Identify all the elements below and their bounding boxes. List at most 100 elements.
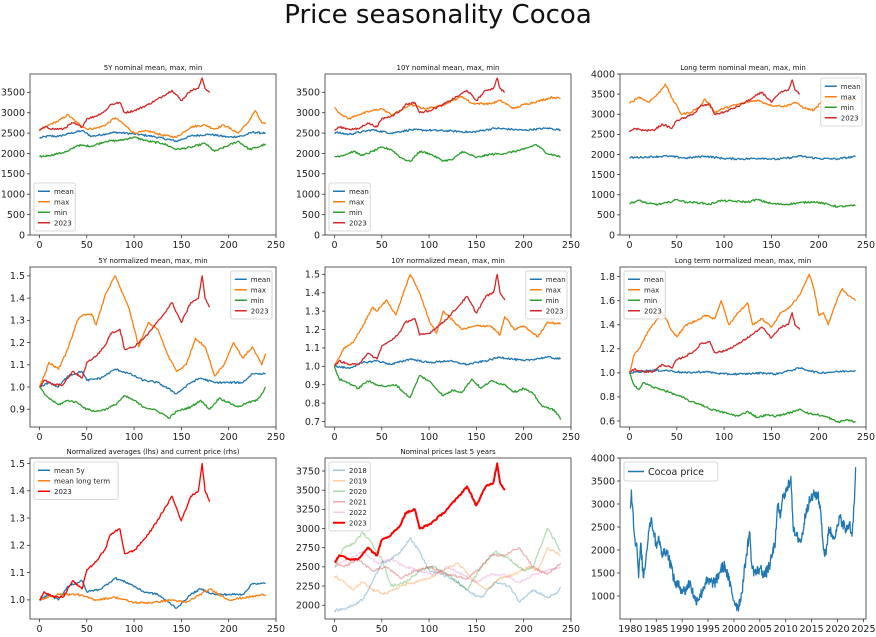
y-tick-label: 3000 [1,108,25,119]
x-tick-label: 1995 [696,624,720,635]
legend-label: 2023 [349,219,367,227]
axes-frame [29,73,277,236]
legend-label: min [546,297,559,305]
panel-p3: Long term nominal mean, max, min 0 50 100 15… [591,64,875,251]
x-tick-label: 0 [626,240,632,251]
legend-box [33,461,119,500]
y-tick-label: 3000 [296,108,320,119]
series-line-mean-5y [39,576,266,609]
series-line-mean [39,129,266,143]
y-tick-label: 2500 [591,130,615,141]
panel-title: Normalized averages (lhs) and current pr… [67,448,240,456]
x-tick-label: 50 [671,240,683,251]
legend-box [623,461,719,482]
panel-title: Nominal prices last 5 years [400,448,496,456]
legend: mean 5y mean long term 2023 [33,461,119,500]
x-tick-label: 250 [267,240,285,251]
x-tick-label: 250 [562,624,580,635]
y-tick-label: 1.2 [10,541,25,552]
legend: mean max min 2023 [623,270,666,320]
x-tick-label: 100 [420,240,438,251]
y-tick-label: 0.6 [600,416,615,427]
series-group [38,275,267,419]
legend-label: 2023 [644,307,662,315]
series-line-mean [334,127,562,136]
series-line-2020 [333,527,562,591]
y-tick-label: 0 [609,230,615,241]
y-tick-label: 2000 [591,150,615,161]
legend-label: mean [644,276,664,284]
y-tick-label: 2750 [296,543,320,554]
series-line-mean [38,368,266,395]
axes-frame [29,457,277,620]
legend-box [230,270,273,320]
y-tick-label: 2000 [296,601,320,612]
x-tick-label: 250 [267,432,285,443]
legend-label: 2020 [349,488,367,496]
series-line-2023 [628,312,801,374]
y-tick-label: 2000 [591,545,615,556]
x-tick-label: 50 [81,432,93,443]
series-group [628,79,856,209]
panel-p1: 5Y nominal mean, max, min 0 50 100 150 200 250… [1,64,285,251]
x-tick-label: 250 [562,432,580,443]
y-tick-label: 3500 [1,88,25,99]
y-tick-label: 2500 [296,562,320,573]
y-tick-label: 3500 [296,88,320,99]
panel-title: Long term normalized mean, max, min [675,257,811,265]
y-tick-label: 1500 [1,169,25,180]
y-tick-label: 1000 [591,190,615,201]
y-tick-label: 3000 [591,499,615,510]
panel-title: 10Y normalized mean, max, min [391,257,505,265]
series-line-max [334,95,561,120]
y-tick-label: 1.5 [305,270,320,281]
y-tick-label: 2000 [1,149,25,160]
series-line-2023 [333,462,506,564]
y-tick-label: 1000 [296,190,320,201]
x-tick-label: 0 [36,432,42,443]
series-line-mean [629,154,856,161]
legend-label: max [644,286,659,294]
y-tick-label: 1000 [591,591,615,602]
y-tick-label: 1.0 [600,368,615,379]
x-tick-label: 250 [562,240,580,251]
series-group [334,77,562,163]
x-tick-label: 250 [857,432,875,443]
legend-label: mean [546,276,566,284]
y-tick-label: 1.0 [10,595,25,606]
series-line-max [333,273,562,367]
legend-label: max [349,198,364,206]
axes-frame [619,266,867,428]
axes-frame [324,457,572,620]
y-tick-label: 3000 [591,110,615,121]
x-tick-label: 150 [467,240,485,251]
series-group [38,77,267,158]
x-tick-label: 0 [331,432,337,443]
series-group [333,462,562,613]
x-tick-label: 200 [810,432,828,443]
legend-label: 2022 [349,509,367,517]
y-tick-label: 1.1 [10,360,25,371]
series-line-max [38,275,267,388]
y-tick-label: 4000 [591,69,615,80]
y-tick-label: 3000 [296,524,320,535]
axes-frame [324,73,572,236]
y-tick-label: 1.1 [10,568,25,579]
legend: mean max min 2023 [328,182,371,232]
legend-label: max [54,198,69,206]
y-tick-label: 1.2 [10,338,25,349]
legend-label: mean 5y [54,467,85,475]
panel-p8: Nominal prices last 5 years 0 50 100 150 200 2… [296,448,580,635]
x-tick-label: 150 [172,240,190,251]
series-line-2023 [333,273,506,367]
x-tick-label: 0 [36,240,42,251]
legend-box [328,182,371,232]
x-tick-label: 0 [626,432,632,443]
legend: mean max min 2023 [820,77,863,127]
legend: mean max min 2023 [33,182,76,232]
panel-p6: Long term normalized mean, max, min 0 50 10… [600,257,875,443]
x-tick-label: 0 [331,624,337,635]
series-line-min [628,372,856,424]
legend-box [820,77,863,127]
